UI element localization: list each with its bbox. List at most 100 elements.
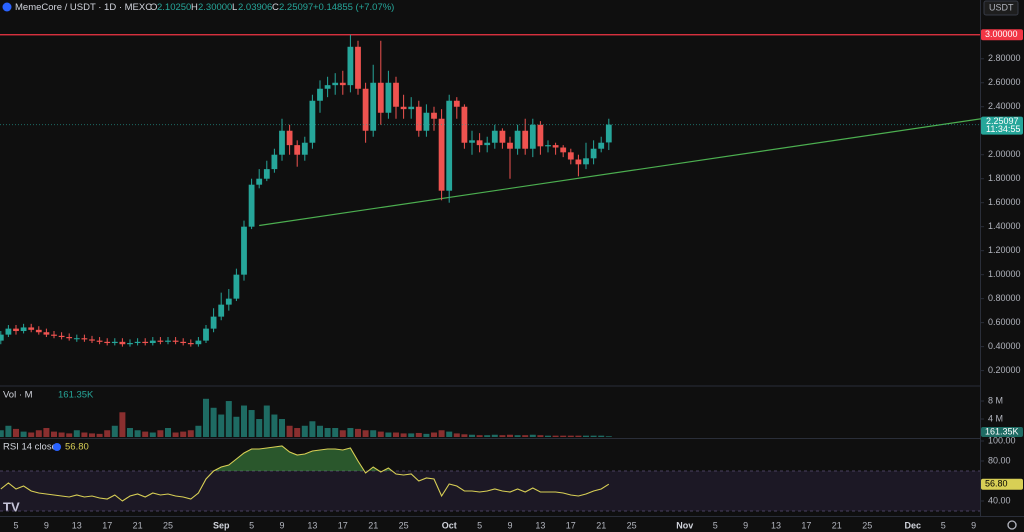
volume-bar <box>309 421 316 437</box>
candle-body <box>279 130 285 155</box>
horizontal-line-label: 3.00000 <box>985 29 1018 39</box>
x-tick-label: 17 <box>566 520 576 530</box>
currency[interactable]: USDT <box>989 2 1014 12</box>
candle-body <box>35 329 42 333</box>
candle-body <box>263 169 270 179</box>
y-tick-label: 2.60000 <box>988 77 1021 87</box>
x-tick-label: 21 <box>832 520 842 530</box>
candle-body <box>81 338 88 340</box>
volume-bar <box>89 433 95 437</box>
open-label: O <box>150 2 157 13</box>
countdown: 11:34:55 <box>986 124 1020 134</box>
volume-bar <box>469 434 475 437</box>
candle-body <box>248 184 255 227</box>
volume-bar <box>537 435 544 437</box>
volume-bar <box>408 433 415 437</box>
candle-body <box>309 100 316 143</box>
volume-bar <box>134 430 141 437</box>
volume-bar <box>73 430 80 437</box>
y-tick-label: 100.00 <box>988 435 1016 445</box>
y-tick-label: 1.60000 <box>988 197 1021 207</box>
y-tick-label: 0.20000 <box>988 365 1021 375</box>
volume-bar <box>461 434 468 437</box>
candle-body <box>385 82 392 113</box>
currency-button[interactable] <box>983 0 1019 16</box>
candle-body <box>58 335 65 338</box>
candle-body <box>339 82 346 86</box>
volume-bar <box>438 430 445 437</box>
close-label: C <box>272 2 279 13</box>
y-tick-label: 0.80000 <box>988 293 1021 303</box>
horizontal-line-label-badge <box>981 29 1023 41</box>
candle-body <box>324 85 331 89</box>
volume-bar <box>476 435 483 437</box>
candle-body <box>225 298 232 305</box>
x-tick-label: 17 <box>338 520 348 530</box>
volume-last: 161.35K <box>58 390 94 401</box>
x-tick-label: Oct <box>442 520 457 530</box>
candle-body <box>28 327 35 330</box>
candle-body <box>560 147 567 153</box>
x-tick-label: 25 <box>862 520 872 530</box>
volume-bar <box>5 425 12 437</box>
x-tick-label: 17 <box>801 520 811 530</box>
candle-body <box>149 340 156 344</box>
candle-body <box>484 142 491 146</box>
volume-bar <box>423 433 430 437</box>
candle-body <box>552 145 559 148</box>
volume-bar <box>58 432 65 437</box>
candle-body <box>180 341 187 344</box>
volume-bar <box>377 431 384 437</box>
volume-bar <box>263 405 270 437</box>
volume-bar <box>20 431 27 437</box>
volume-bar <box>119 412 126 437</box>
settings-icon[interactable] <box>1007 520 1017 530</box>
volume-bar <box>598 435 605 437</box>
volume-bar <box>35 430 42 437</box>
rsi-last-badge-badge <box>981 478 1023 490</box>
rsi-icon[interactable] <box>53 443 61 451</box>
candle-body <box>400 106 407 110</box>
volume-bar <box>355 428 361 437</box>
volume-bar <box>13 428 19 437</box>
x-tick-label: 25 <box>627 520 637 530</box>
volume-bar <box>104 430 111 437</box>
volume-bar <box>271 414 278 437</box>
rsi-last: 56.80 <box>65 442 89 453</box>
candle-body <box>438 118 445 191</box>
x-tick-label: 13 <box>307 520 317 530</box>
candle-body <box>172 340 179 342</box>
candle-body <box>134 341 141 344</box>
volume-bar <box>195 425 202 437</box>
candle-body <box>5 328 12 335</box>
candle-body <box>0 334 4 341</box>
x-tick-label: 13 <box>771 520 781 530</box>
candle-body <box>537 124 544 147</box>
candle-body <box>393 82 399 107</box>
volume-bar <box>324 428 331 437</box>
x-tick-label: 25 <box>163 520 173 530</box>
volume-bar <box>111 425 118 437</box>
volume-bar <box>575 435 582 437</box>
candle-body <box>408 106 415 110</box>
y-tick-label: 1.00000 <box>988 269 1021 279</box>
volume-bar <box>491 434 498 437</box>
close-value: 2.25097 <box>279 2 313 13</box>
volume-bar <box>583 435 589 437</box>
candle-body <box>43 332 50 335</box>
symbol-logo <box>2 2 12 12</box>
candle-body <box>66 337 73 339</box>
volume-bar <box>43 428 50 437</box>
x-tick-label: 25 <box>399 520 409 530</box>
x-tick-label: 5 <box>13 520 18 530</box>
candle-body <box>545 145 551 147</box>
x-tick-label: 5 <box>477 520 482 530</box>
volume-bar <box>393 432 399 437</box>
candle-body <box>301 142 308 155</box>
high-value: 2.30000 <box>198 2 232 13</box>
candle-body <box>51 334 57 336</box>
volume-bar <box>28 432 35 437</box>
candle-body <box>127 343 133 345</box>
